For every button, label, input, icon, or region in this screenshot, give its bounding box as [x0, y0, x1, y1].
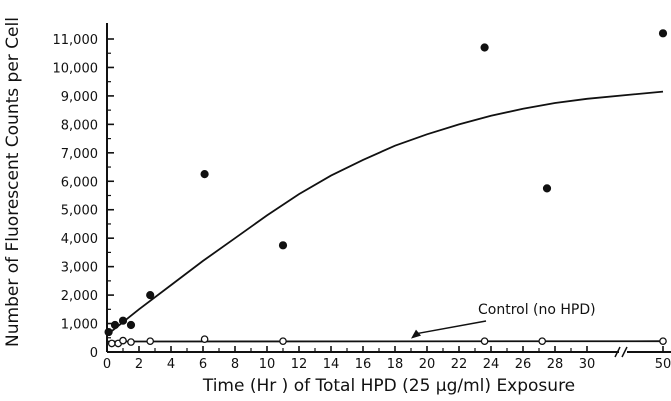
x-tick-label: 22 [451, 357, 468, 372]
y-tick-label: 7,000 [61, 147, 98, 162]
x-tick-label: 14 [323, 357, 340, 372]
data-point-hpd [104, 327, 113, 337]
annotation-arrowhead [411, 329, 421, 339]
annotation: Control (no HPD) [411, 302, 596, 339]
data-point-control [279, 337, 287, 346]
y-tick-label: 5,000 [61, 204, 98, 219]
data-point-control [127, 338, 135, 346]
data-point-control [107, 339, 116, 348]
data-point-control [659, 337, 667, 346]
y-tick-label: 1,000 [61, 318, 98, 333]
data-point-control [538, 337, 547, 346]
data-points [104, 29, 668, 348]
x-tick-label: 50 [655, 357, 671, 372]
data-point-control [480, 337, 489, 346]
fit-curve-hpd [106, 90, 664, 336]
x-tick-label: 8 [231, 357, 239, 372]
x-tick-label: 2 [135, 357, 143, 372]
data-point-hpd [126, 320, 136, 330]
x-tick-label: 0 [103, 357, 111, 372]
data-point-control [200, 335, 209, 344]
x-tick-label: 24 [483, 357, 500, 372]
data-point-hpd [278, 241, 288, 250]
data-point-hpd [542, 184, 552, 193]
data-point-hpd [110, 320, 120, 330]
y-tick-label: 10,000 [53, 61, 99, 76]
data-point-hpd [200, 170, 209, 179]
y-tick-label: 6,000 [61, 175, 98, 190]
axis-break-mark [621, 346, 628, 358]
annotation-label: Control (no HPD) [478, 302, 596, 318]
y-tick-label: 3,000 [61, 261, 98, 276]
tick-marks: 0 1,000 2,000 3,000 4,000 5,000 6,000 7,000 8,00… [53, 33, 671, 372]
data-point-hpd [480, 43, 489, 52]
data-point-control [119, 336, 127, 345]
x-tick-label: 10 [259, 357, 276, 372]
y-tick-label: 0 [90, 346, 98, 361]
y-tick-label: 11,000 [53, 33, 99, 48]
x-tick-label: 16 [355, 357, 372, 372]
data-point-control [146, 337, 155, 346]
y-axis-label: Number of Fluorescent Counts per Cell [3, 17, 23, 347]
data-point-hpd [146, 290, 155, 300]
x-tick-label: 30 [579, 357, 596, 372]
annotation-arrow-line [416, 320, 487, 335]
y-tick-label: 9,000 [61, 90, 98, 105]
y-tick-label: 4,000 [61, 232, 98, 247]
x-tick-label: 26 [515, 357, 532, 372]
data-point-hpd [118, 316, 128, 325]
x-tick-label: 18 [387, 357, 404, 372]
x-tick-label: 12 [291, 357, 308, 372]
y-tick-label: 2,000 [61, 289, 98, 304]
x-tick-label: 28 [547, 357, 564, 372]
x-tick-label: 20 [419, 357, 436, 372]
axis-break-mark [614, 346, 621, 358]
x-tick-label: 6 [199, 357, 207, 372]
data-point-hpd [658, 29, 668, 38]
x-axis-label: Time (Hr ) of Total HPD (25 µg/ml) Expos… [202, 376, 575, 396]
y-tick-label: 8,000 [61, 118, 98, 133]
fit-curves [106, 90, 664, 343]
x-tick-label: 4 [167, 357, 175, 372]
